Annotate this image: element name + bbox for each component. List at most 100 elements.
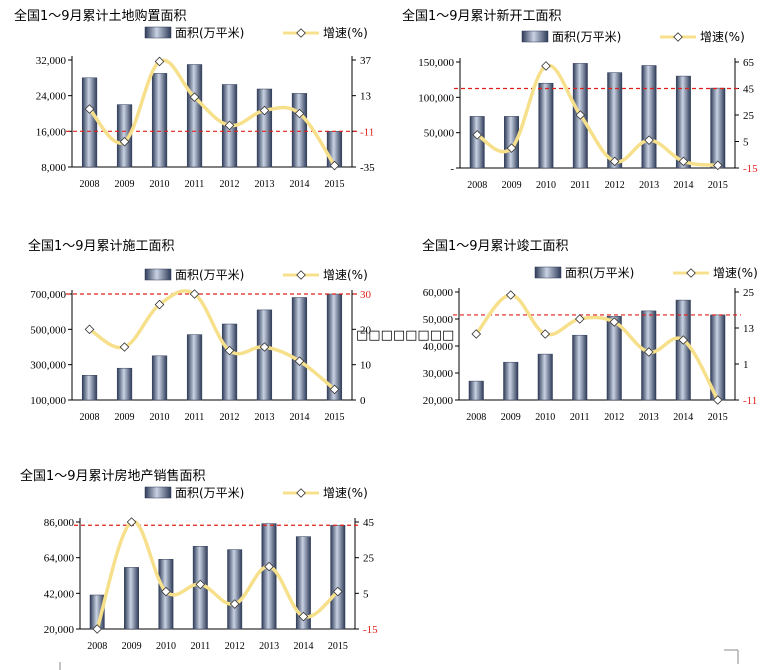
- chart-title: 全国1～9月累计施工面积: [28, 238, 175, 254]
- x-tick-label: 2014: [673, 412, 693, 423]
- growth-point: [119, 136, 130, 147]
- x-tick-label: 2009: [122, 641, 142, 652]
- growth-point: [712, 395, 723, 405]
- x-tick-label: 2009: [501, 412, 521, 423]
- bar: [124, 567, 139, 630]
- bar: [256, 309, 273, 401]
- legend-bar-swatch: [144, 26, 172, 39]
- right-tick-label: 25: [743, 110, 755, 122]
- x-tick-label: 2008: [87, 641, 107, 652]
- left-tick-label: 20,000: [423, 395, 454, 407]
- legend-bar-swatch: [144, 268, 172, 281]
- bar: [572, 334, 588, 401]
- x-tick-label: 2012: [220, 179, 240, 190]
- growth-point: [119, 342, 130, 352]
- legend-line-marker: [296, 488, 306, 498]
- right-tick-label: 13: [360, 91, 372, 103]
- legend-bar-label: 面积(万平米): [552, 30, 621, 44]
- x-tick-label: 2015: [328, 641, 348, 652]
- bar: [116, 367, 133, 401]
- bar: [291, 93, 308, 168]
- growth-point: [575, 110, 586, 120]
- legend-line-marker: [686, 268, 696, 278]
- bar: [538, 82, 554, 169]
- bar: [81, 77, 98, 168]
- left-tick-label: 100,000: [418, 92, 454, 104]
- right-tick-label: 65: [743, 57, 755, 69]
- left-tick-label: 60,000: [423, 287, 454, 299]
- left-tick-label: 86,000: [44, 517, 75, 529]
- left-tick-label: 16,000: [36, 126, 67, 138]
- x-tick-label: 2008: [466, 412, 486, 423]
- bar: [186, 334, 203, 401]
- growth-point: [154, 56, 165, 67]
- chart-title: 全国1～9月累计新开工面积: [402, 8, 562, 24]
- x-tick-label: 2011: [570, 412, 590, 423]
- legend-line-marker: [296, 270, 306, 280]
- bar: [261, 523, 277, 630]
- legend-line-label: 增速(%): [323, 26, 368, 40]
- bar: [295, 536, 311, 630]
- left-tick-label: 50,000: [424, 128, 455, 140]
- legend-line-marker: [673, 32, 683, 42]
- growth-point: [224, 345, 235, 356]
- legend-bar-label: 面积(万平米): [175, 486, 244, 500]
- left-tick-label: 8,000: [41, 162, 66, 174]
- growth-point: [678, 335, 689, 345]
- left-tick-label: 150,000: [418, 57, 454, 69]
- x-tick-label: 2011: [190, 641, 210, 652]
- legend-line-label: 增速(%): [323, 268, 368, 282]
- growth-point: [229, 599, 240, 609]
- bar: [256, 88, 273, 168]
- bar: [606, 316, 622, 401]
- growth-line: [87, 289, 337, 392]
- left-tick-label: 700,000: [30, 289, 66, 301]
- bar: [503, 361, 519, 401]
- legend-bar-label: 面积(万平米): [175, 268, 244, 282]
- left-tick-label: 64,000: [44, 553, 75, 565]
- left-tick-label: 300,000: [30, 360, 66, 372]
- growth-point: [195, 579, 206, 590]
- right-tick-label: -35: [360, 162, 375, 174]
- growth-point: [84, 104, 95, 114]
- x-tick-label: 2015: [708, 180, 728, 191]
- growth-point: [92, 624, 102, 634]
- right-tick-label: 20: [360, 324, 372, 336]
- x-tick-label: 2015: [325, 179, 345, 190]
- bar: [537, 353, 553, 401]
- x-tick-label: 2012: [225, 641, 245, 652]
- left-tick-label: 30,000: [423, 368, 454, 380]
- bar: [186, 64, 203, 168]
- bar: [227, 549, 243, 630]
- x-tick-label: 2013: [255, 412, 275, 423]
- legend-bar-swatch: [521, 30, 549, 43]
- left-tick-label: 20,000: [44, 624, 75, 636]
- left-tick-label: 32,000: [36, 55, 67, 67]
- bar: [151, 355, 168, 401]
- growth-point: [329, 384, 340, 395]
- growth-point: [189, 92, 200, 102]
- bar: [641, 65, 657, 169]
- right-tick-label: 25: [743, 287, 755, 299]
- x-tick-label: 2014: [293, 641, 313, 652]
- bar: [291, 297, 308, 401]
- legend-bar-swatch: [534, 266, 562, 279]
- x-tick-label: 2010: [536, 180, 556, 191]
- growth-point: [541, 61, 551, 71]
- legend-line-label: 增速(%): [323, 486, 368, 500]
- x-tick-label: 2013: [639, 180, 659, 191]
- right-tick-label: -15: [363, 624, 378, 636]
- bar: [330, 524, 346, 630]
- left-tick-label: -: [450, 163, 454, 175]
- legend-bar-label: 面积(万平米): [565, 266, 634, 280]
- overlay-artifact-text: □□□□□□□□: [356, 328, 454, 343]
- right-tick-label: 10: [360, 360, 372, 372]
- right-tick-label: 13: [743, 323, 755, 335]
- x-tick-label: 2014: [290, 179, 310, 190]
- legend-bar-label: 面积(万平米): [175, 26, 244, 40]
- x-tick-label: 2009: [115, 412, 135, 423]
- legend-line-marker: [296, 28, 306, 38]
- x-tick-label: 2014: [290, 412, 310, 423]
- chart-title: 全国1～9月累计竣工面积: [422, 238, 569, 254]
